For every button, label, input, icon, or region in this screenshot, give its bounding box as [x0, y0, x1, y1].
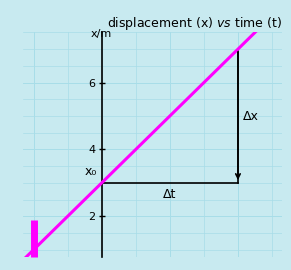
Text: displacement (x) $\it{vs}$ time (t): displacement (x) $\it{vs}$ time (t) — [107, 15, 282, 32]
Text: x₀: x₀ — [85, 165, 97, 178]
Text: x/m: x/m — [91, 29, 112, 39]
Text: Δx: Δx — [243, 110, 259, 123]
Text: Δt: Δt — [163, 188, 177, 201]
